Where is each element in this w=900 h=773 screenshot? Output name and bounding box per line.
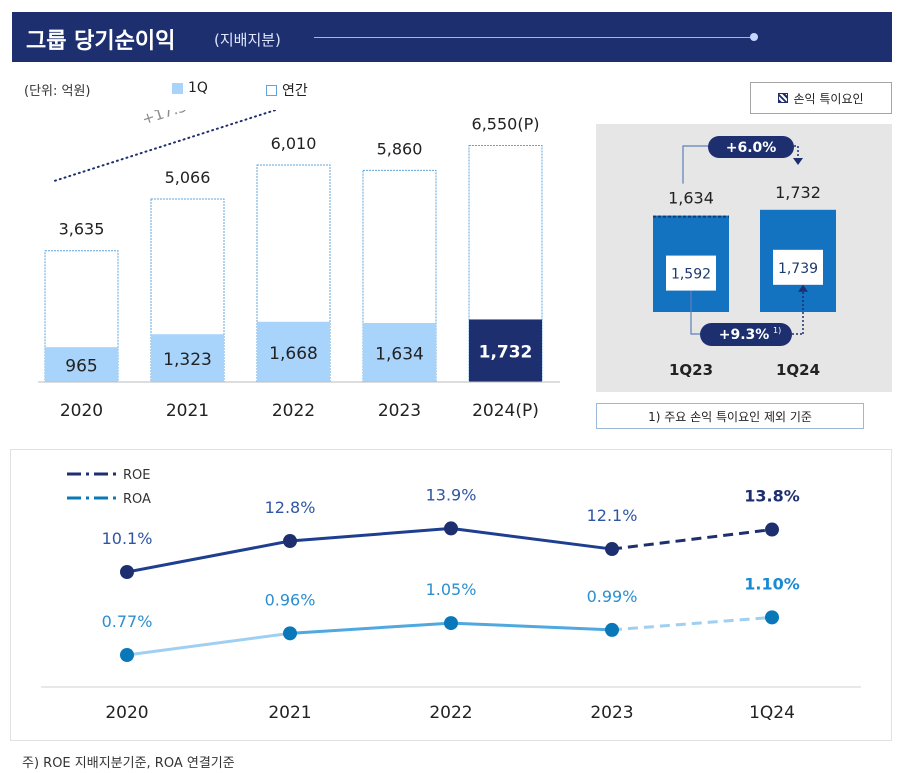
growth-adjusted-label: +9.3% [719, 327, 770, 343]
roe-point-2023 [605, 542, 619, 557]
legend-label-roa: ROA [123, 492, 151, 507]
x-tick-label-2020: 2020 [60, 401, 103, 421]
special-factor-button[interactable]: 손익 특이요인 [750, 82, 892, 114]
roa-value-label-2020: 0.77% [102, 612, 153, 631]
x-tick-label-2021: 2021 [166, 401, 209, 421]
page-header: 그룹 당기순이익 (지배지분) [12, 12, 892, 62]
annual-value-label-2020: 3,635 [59, 220, 105, 239]
roe-point-2021 [283, 534, 297, 549]
special-factor-footnote: 1) 주요 손익 특이요인 제외 기준 [596, 403, 864, 429]
roa-value-label-2021: 0.96% [265, 590, 316, 609]
roa-point-2021 [283, 626, 297, 641]
legend-label-roe: ROE [123, 468, 150, 483]
roa-segment-projected [611, 615, 773, 632]
line-x-tick-label-2022: 2022 [429, 703, 472, 723]
page-subtitle: (지배지분) [214, 31, 281, 49]
q1-bar-2021 [151, 334, 224, 382]
annual-net-income-chart: +17.3% CAGR 965 3,635 2020 1,323 5,066 2021 1,6… [38, 110, 560, 421]
q1-bar-2020 [45, 347, 118, 382]
x-tick-label-2023: 2023 [378, 401, 421, 421]
roe-point-2020 [120, 565, 134, 579]
growth-reported-connector [682, 145, 708, 184]
x-tick-label-2024(P): 2024(P) [472, 401, 539, 421]
annual-value-label-2022: 6,010 [271, 134, 317, 153]
q1-value-label-2024(P): 1,732 [479, 343, 533, 363]
roe-point-1Q24 [765, 522, 779, 537]
roa-value-label-1Q24: 1.10% [744, 574, 800, 593]
roe-segment-1 [289, 526, 452, 543]
quarter-tick-label-1Q24: 1Q24 [776, 361, 820, 379]
q1-bar-2023 [363, 322, 436, 382]
quarter-value-label-1Q23: 1,634 [668, 189, 714, 208]
annual-value-label-2024(P): 6,550(P) [472, 114, 540, 133]
special-factor-button-label: 손익 특이요인 [793, 91, 864, 106]
growth-reported-arrow-icon [793, 158, 803, 165]
legend-1q-label: 1Q [188, 80, 208, 96]
growth-adjusted-footnote-mark: 1) [773, 326, 781, 335]
quarter-tick-label-1Q23: 1Q23 [669, 361, 713, 379]
roa-point-2022 [444, 616, 458, 631]
bottom-note: 주) ROE 지배지분기준, ROA 연결기준 [22, 756, 235, 771]
hatch-icon [778, 93, 789, 103]
roa-point-2020 [120, 648, 134, 662]
roe-value-label-2021: 12.8% [265, 498, 316, 517]
q1-value-label-2023: 1,634 [375, 344, 424, 364]
growth-adjusted-pill [700, 323, 792, 346]
adjusted-value-label-1Q23: 1,592 [671, 267, 711, 283]
roe-value-label-2022: 13.9% [426, 485, 477, 504]
unit-label: (단위: 억원) [24, 84, 91, 99]
adjusted-value-label-1Q24: 1,739 [778, 261, 818, 277]
adjusted-value-box-1Q24 [773, 249, 823, 285]
line-x-tick-label-2023: 2023 [590, 703, 633, 723]
roa-segment-2 [450, 621, 613, 632]
header-dot-icon [750, 33, 758, 41]
x-tick-label-2022: 2022 [272, 401, 315, 421]
cagr-label: +17.3% CAGR [140, 110, 248, 128]
roe-point-2022 [444, 521, 458, 536]
page-title: 그룹 당기순이익 [26, 29, 176, 54]
quarterly-comparison-panel: 1,592 1,634 1Q23 1,739 1,732 1Q24 +6.0% +9.3% 1) [596, 124, 892, 392]
line-x-tick-label-1Q24: 1Q24 [749, 703, 795, 723]
annual-value-label-2021: 5,066 [165, 168, 211, 187]
legend-1q-swatch [172, 82, 183, 94]
q1-value-label-2021: 1,323 [163, 350, 212, 370]
growth-adjusted-arrow-icon [798, 284, 808, 292]
legend-1q: 1Q [172, 80, 208, 96]
roe-value-label-2023: 12.1% [587, 506, 638, 525]
roe-segment-2 [450, 526, 613, 551]
growth-reported-pill [708, 136, 794, 158]
roe-segment-0 [126, 539, 291, 574]
roa-point-2023 [605, 622, 619, 637]
legend-annual-swatch [266, 84, 277, 96]
q1-value-label-2020: 965 [65, 357, 97, 377]
roe-value-label-2020: 10.1% [102, 529, 153, 548]
roa-point-1Q24 [765, 610, 779, 625]
legend-annual-label: 연간 [282, 83, 308, 99]
roa-segment-1 [289, 621, 452, 635]
legend-annual: 연간 [266, 80, 308, 100]
growth-reported-label: +6.0% [726, 140, 777, 156]
q1-bar-2024(P) [469, 319, 542, 382]
roe-segment-projected [611, 528, 773, 551]
adjusted-value-box-1Q23 [666, 255, 716, 291]
cagr-arrow-line [54, 110, 279, 182]
q1-value-label-2022: 1,668 [269, 344, 318, 364]
line-x-tick-label-2020: 2020 [105, 703, 148, 723]
roe-roa-chart: ROE ROA 10.1% 12.8% 13.9% 12.1% 13.8% 0.77% 0.96… [41, 468, 861, 723]
roa-segment-0 [126, 631, 291, 657]
roe-value-label-1Q24: 13.8% [744, 487, 800, 506]
quarterly-comparison-chart: 1,592 1,634 1Q23 1,739 1,732 1Q24 +6.0% +9.3% 1) [653, 136, 836, 379]
roa-value-label-2022: 1.05% [426, 580, 477, 599]
quarter-value-label-1Q24: 1,732 [775, 183, 821, 202]
header-divider [314, 37, 754, 38]
q1-bar-2022 [257, 321, 330, 382]
roa-value-label-2023: 0.99% [587, 587, 638, 606]
line-x-tick-label-2021: 2021 [268, 703, 311, 723]
growth-adjusted-connector [690, 290, 700, 335]
roe-roa-panel: ROE ROA 10.1% 12.8% 13.9% 12.1% 13.8% 0.77% 0.96… [10, 449, 892, 741]
annual-value-label-2023: 5,860 [377, 139, 423, 158]
